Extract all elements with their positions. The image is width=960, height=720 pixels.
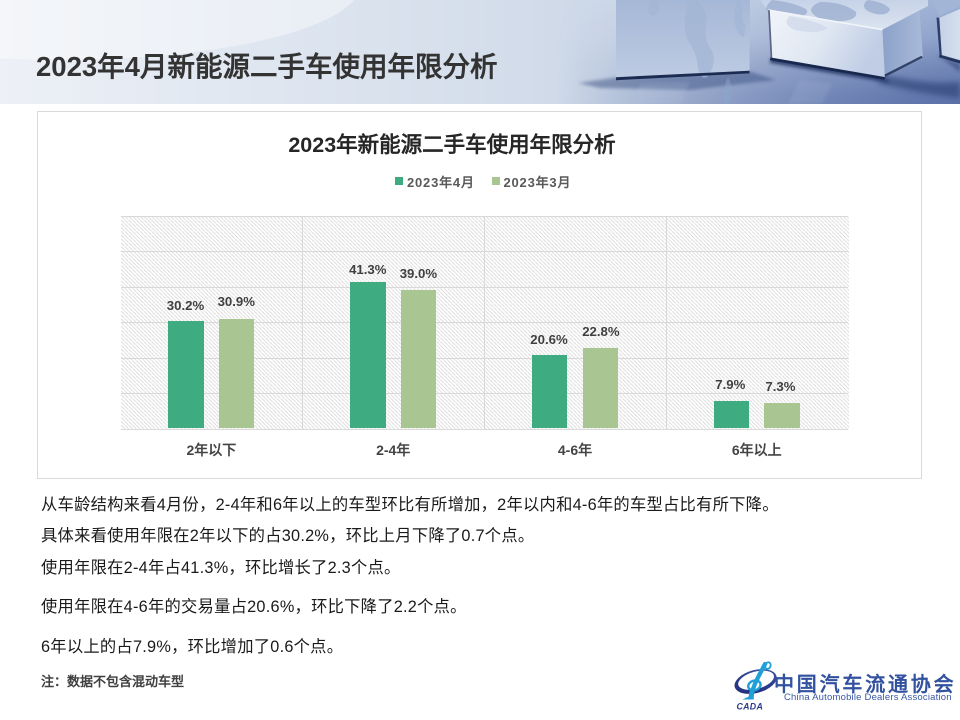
svg-text:CADA: CADA — [737, 702, 764, 712]
